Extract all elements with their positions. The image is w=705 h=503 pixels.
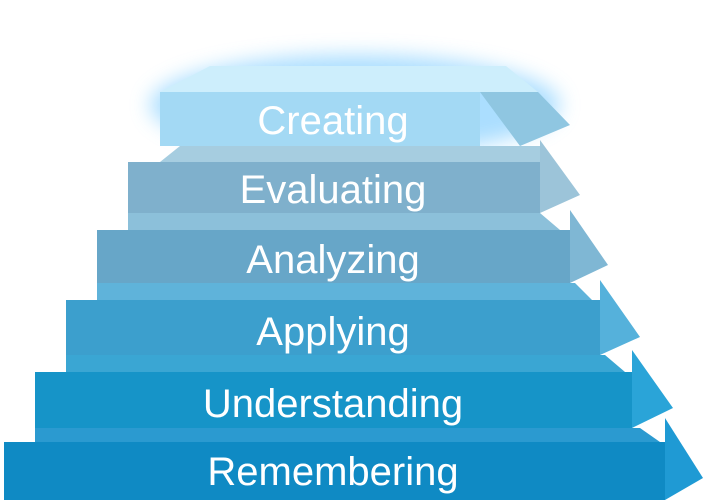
tier-creating-label: Creating [257, 99, 408, 143]
tier-applying-top [97, 283, 592, 300]
tier-creating-top [160, 66, 538, 92]
tier-applying-label: Applying [256, 310, 409, 354]
tier-remembering-label: Remembering [207, 450, 458, 494]
tier-understanding: Understanding [35, 350, 673, 428]
tier-evaluating-side [540, 140, 580, 213]
tier-applying-face [66, 300, 600, 355]
tier-remembering-side [665, 418, 703, 500]
tier-evaluating: Evaluating [128, 140, 580, 213]
tier-analyzing: Analyzing [97, 210, 608, 283]
tier-evaluating-label: Evaluating [240, 168, 427, 212]
tier-analyzing-top [128, 213, 560, 230]
tier-understanding-face [35, 372, 632, 428]
tier-analyzing-label: Analyzing [246, 238, 419, 282]
tier-remembering: Remembering [4, 418, 703, 500]
tier-creating: Creating [160, 66, 570, 146]
tier-remembering-face [4, 442, 665, 500]
tier-applying: Applying [66, 280, 640, 355]
tier-evaluating-top [160, 146, 547, 162]
tier-understanding-label: Understanding [203, 382, 463, 426]
tier-understanding-top [66, 355, 625, 372]
tier-applying-side [600, 280, 640, 355]
tier-analyzing-side [570, 210, 608, 283]
tier-evaluating-face [128, 162, 540, 213]
tier-remembering-top [35, 428, 660, 442]
tier-creating-side [480, 92, 570, 146]
tier-understanding-side [632, 350, 673, 428]
tier-analyzing-face [97, 230, 570, 283]
tier-creating-face [160, 92, 480, 146]
